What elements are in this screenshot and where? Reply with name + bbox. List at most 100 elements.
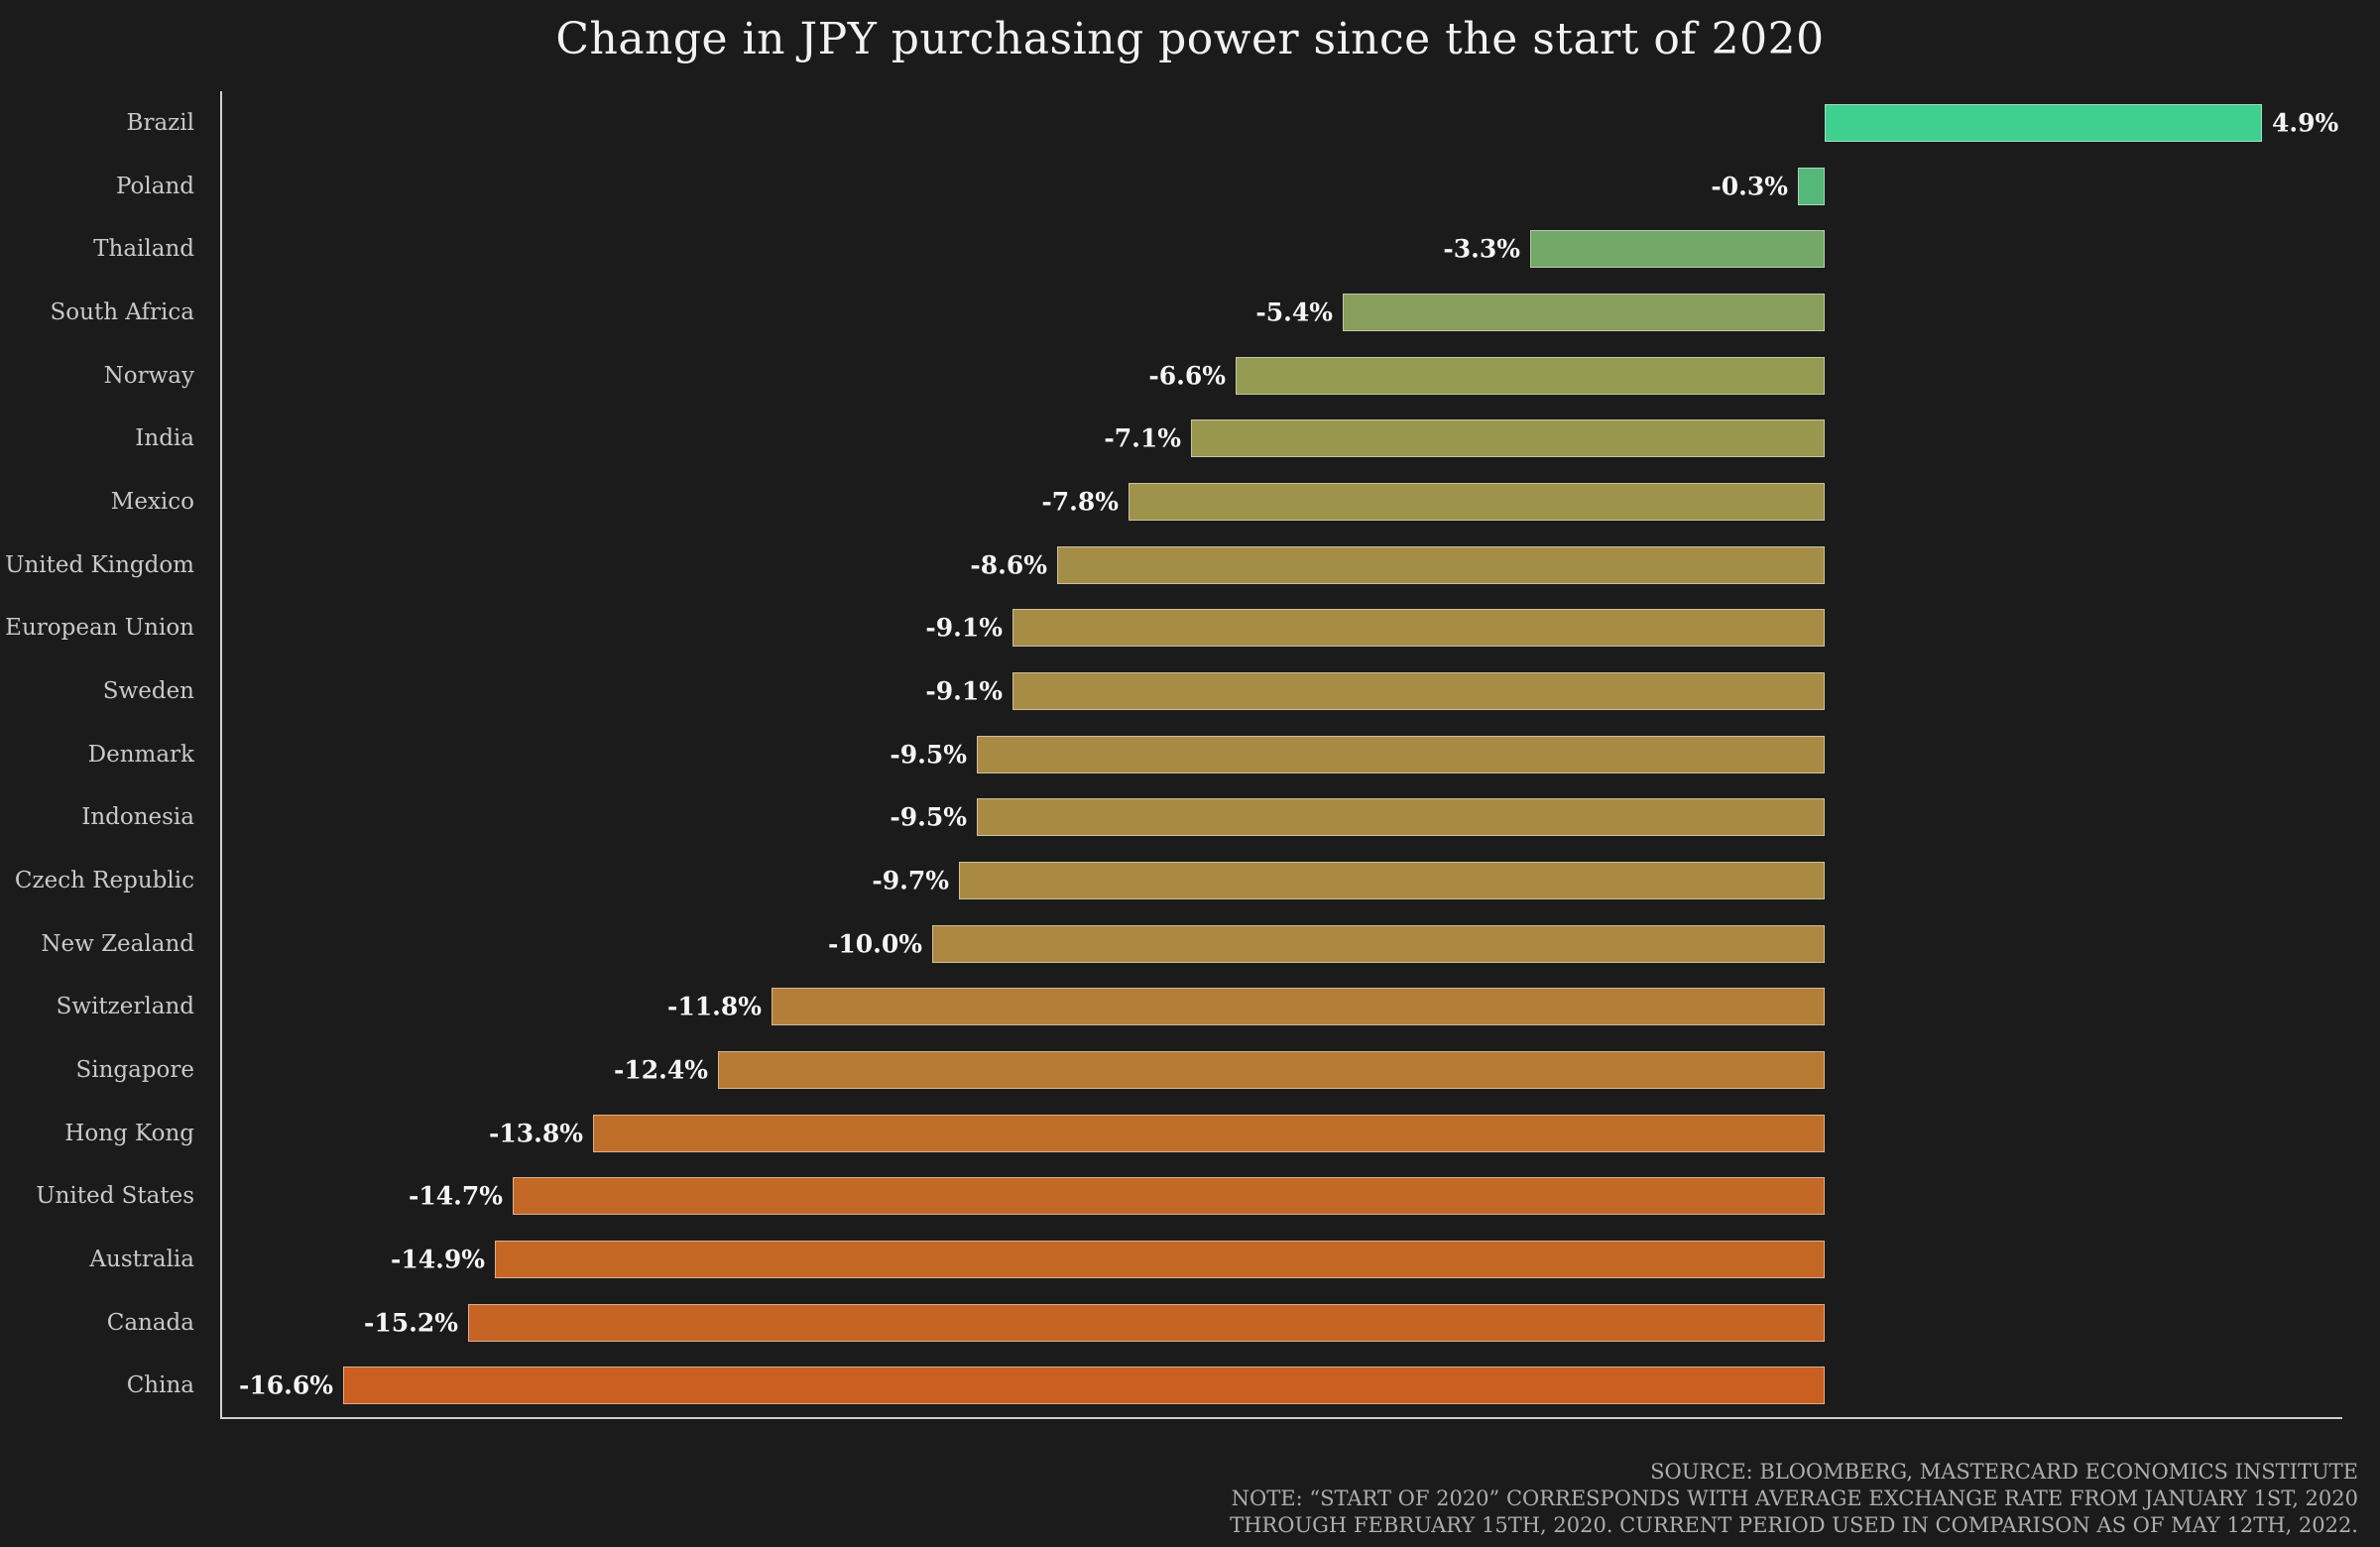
category-label: Thailand <box>93 236 194 263</box>
category-label: Mexico <box>110 488 194 515</box>
bar <box>593 1114 1825 1152</box>
value-label: -9.1% <box>925 676 1003 706</box>
bar-area: -14.9% <box>220 1228 2380 1291</box>
chart-title: Change in JPY purchasing power since the… <box>555 14 1825 64</box>
value-label: -9.1% <box>925 613 1003 643</box>
bar-row: Sweden -9.1% <box>0 659 2380 723</box>
value-label: -3.3% <box>1443 234 1520 264</box>
category-label: Norway <box>103 362 194 389</box>
bar-row: Hong Kong -13.8% <box>0 1102 2380 1165</box>
bar-row: Thailand -3.3% <box>0 217 2380 281</box>
category-label: United Kingdom <box>5 551 194 578</box>
bar <box>772 988 1825 1026</box>
category-label: China <box>126 1372 194 1399</box>
value-label: -15.2% <box>363 1308 458 1338</box>
value-label: -5.4% <box>1255 298 1333 327</box>
value-label: -8.6% <box>970 550 1047 580</box>
bar-area: 4.9% <box>220 91 2380 155</box>
bar <box>1825 103 2262 142</box>
bar-area: -8.6% <box>220 534 2380 597</box>
x-axis-line <box>220 1417 2342 1419</box>
bar-row: United Kingdom -8.6% <box>0 534 2380 597</box>
bar <box>513 1177 1825 1216</box>
bar <box>959 861 1825 899</box>
bar <box>468 1303 1825 1342</box>
bar-area: -13.8% <box>220 1102 2380 1165</box>
bar <box>1191 419 1825 458</box>
bar-row: Denmark -9.5% <box>0 723 2380 786</box>
bar-area: -3.3% <box>220 217 2380 281</box>
value-label: -9.5% <box>890 740 967 770</box>
category-label: Hong Kong <box>64 1120 194 1146</box>
category-label: Czech Republic <box>14 867 194 893</box>
bar-row: Mexico -7.8% <box>0 470 2380 534</box>
bar-row: Indonesia -9.5% <box>0 785 2380 849</box>
category-label: Switzerland <box>56 994 194 1020</box>
value-label: -7.1% <box>1104 423 1181 453</box>
bar-row: Czech Republic -9.7% <box>0 849 2380 912</box>
bar-area: -12.4% <box>220 1038 2380 1102</box>
value-label: -7.8% <box>1041 487 1119 517</box>
value-label: -16.6% <box>238 1370 333 1400</box>
bar-area: -7.8% <box>220 470 2380 534</box>
category-label: Indonesia <box>81 804 194 831</box>
source-note: SOURCE: BLOOMBERG, MASTERCARD ECONOMICS … <box>1650 1460 2358 1484</box>
y-axis-line <box>220 91 222 1417</box>
bar <box>1798 167 1825 205</box>
bar-row: Australia -14.9% <box>0 1228 2380 1291</box>
bar <box>932 924 1825 963</box>
category-label: Sweden <box>102 677 194 704</box>
bar-area: -10.0% <box>220 912 2380 976</box>
bar <box>1236 356 1825 395</box>
bar <box>977 798 1825 837</box>
bar <box>1012 671 1825 710</box>
category-label: India <box>135 425 194 452</box>
bar <box>718 1050 1825 1089</box>
bar <box>343 1367 1825 1405</box>
bar <box>1012 609 1825 648</box>
bar-row: India -7.1% <box>0 407 2380 470</box>
bar-row: Switzerland -11.8% <box>0 975 2380 1038</box>
bar-area: -14.7% <box>220 1164 2380 1228</box>
bar <box>1343 293 1825 331</box>
category-label: Singapore <box>75 1056 194 1083</box>
bar-area: -9.5% <box>220 723 2380 786</box>
category-label: Canada <box>106 1309 194 1336</box>
category-label: United States <box>36 1183 194 1210</box>
bar <box>495 1240 1825 1278</box>
note-line-1: NOTE: “START OF 2020” CORRESPONDS WITH A… <box>1231 1487 2358 1510</box>
bar-row: Norway -6.6% <box>0 344 2380 408</box>
footnotes: SOURCE: BLOOMBERG, MASTERCARD ECONOMICS … <box>1230 1459 2358 1539</box>
bar-area: -6.6% <box>220 344 2380 408</box>
bar-area: -7.1% <box>220 407 2380 470</box>
bar <box>1129 482 1825 521</box>
value-label: -9.5% <box>890 802 967 832</box>
bar-row: Singapore -12.4% <box>0 1038 2380 1102</box>
value-label: 4.9% <box>2272 108 2339 138</box>
bar-area: -16.6% <box>220 1354 2380 1417</box>
bar-area: -9.1% <box>220 659 2380 723</box>
value-label: -13.8% <box>488 1119 583 1148</box>
value-label: -11.8% <box>666 992 762 1021</box>
category-label: Brazil <box>126 109 194 136</box>
category-label: South Africa <box>50 298 194 325</box>
bar-area: -9.7% <box>220 849 2380 912</box>
bar-area: -15.2% <box>220 1291 2380 1355</box>
category-label: European Union <box>5 615 194 642</box>
bar-row: South Africa -5.4% <box>0 281 2380 344</box>
bar-row: Canada -15.2% <box>0 1291 2380 1355</box>
bar-area: -5.4% <box>220 281 2380 344</box>
bar <box>977 735 1825 774</box>
value-label: -14.9% <box>390 1245 485 1274</box>
note-line-2: THROUGH FEBRUARY 15TH, 2020. CURRENT PER… <box>1230 1513 2358 1537</box>
category-label: Denmark <box>87 741 194 768</box>
value-label: -14.7% <box>408 1181 503 1211</box>
category-label: New Zealand <box>41 930 194 957</box>
bar-row: Poland -0.3% <box>0 155 2380 218</box>
bar-row: United States -14.7% <box>0 1164 2380 1228</box>
category-label: Australia <box>89 1246 194 1272</box>
bar-rows: Brazil 4.9% Poland -0.3% Thailand -3.3% South … <box>0 91 2380 1417</box>
bar-area: -11.8% <box>220 975 2380 1038</box>
bar-area: -9.5% <box>220 785 2380 849</box>
